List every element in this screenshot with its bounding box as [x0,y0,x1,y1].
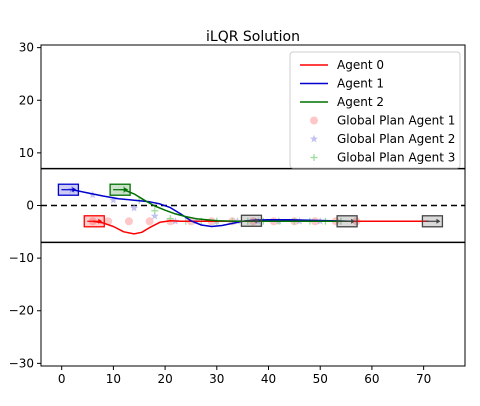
x-tick-label-3: 30 [209,372,224,386]
global-plan-point-0-2 [124,217,133,226]
global-plan-point-1-2 [109,196,118,204]
x-tick-label-5: 50 [313,372,328,386]
x-tick-label-0: 0 [58,372,66,386]
x-tick-label-6: 60 [364,372,379,386]
legend-label-2: Agent 2 [337,95,384,109]
chart-title: iLQR Solution [206,29,300,45]
global-plan-point-1-4 [150,211,159,220]
legend-label-1: Agent 1 [337,77,384,91]
y-tick-label-6: 30 [19,41,34,55]
plot-area [41,167,465,244]
y-tick-label-0: −30 [9,356,34,370]
x-tick-label-1: 10 [106,372,121,386]
global-plan-point-1-3 [130,203,139,212]
agent-trajectory-2 [123,189,352,223]
vehicle-arrowhead-0 [98,218,103,224]
vehicle-arrowhead-3 [255,218,260,224]
x-tick-label-2: 20 [157,372,172,386]
agent-trajectory-1 [71,188,352,228]
vehicle-arrowhead-1 [72,187,77,193]
y-tick-label-3: 0 [26,199,34,213]
x-tick-label-4: 40 [261,372,276,386]
agent-trajectory-0 [92,220,429,235]
legend-label-5: Global Plan Agent 3 [337,151,455,165]
legend-label-4: Global Plan Agent 2 [337,132,455,146]
legend: Agent 0 Agent 1 Agent 2 Global Plan Agent 1… [289,51,461,169]
legend-label-3: Global Plan Agent 1 [337,114,455,128]
legend-swatch-3 [310,116,318,125]
y-tick-label-4: 10 [19,146,34,160]
legend-label-0: Agent 0 [337,58,384,72]
y-tick-label-1: −20 [9,304,34,318]
y-tick-label-5: 20 [19,93,34,107]
vehicle-arrowhead-4 [351,218,356,224]
axes: 0 10 20 30 40 50 60 70 −30 −20 −10 0 10 20 30 [9,41,432,386]
vehicle-arrowhead-2 [124,187,129,193]
legend-swatch-4 [310,134,318,143]
y-tick-label-2: −10 [9,251,34,265]
legend-box [289,51,461,169]
global-plan-point-0-3 [145,217,154,226]
x-tick-label-7: 70 [416,372,431,386]
global-plan-point-2-2 [151,207,159,215]
vehicle-arrowhead-5 [436,218,441,224]
legend-swatch-5 [310,154,318,161]
